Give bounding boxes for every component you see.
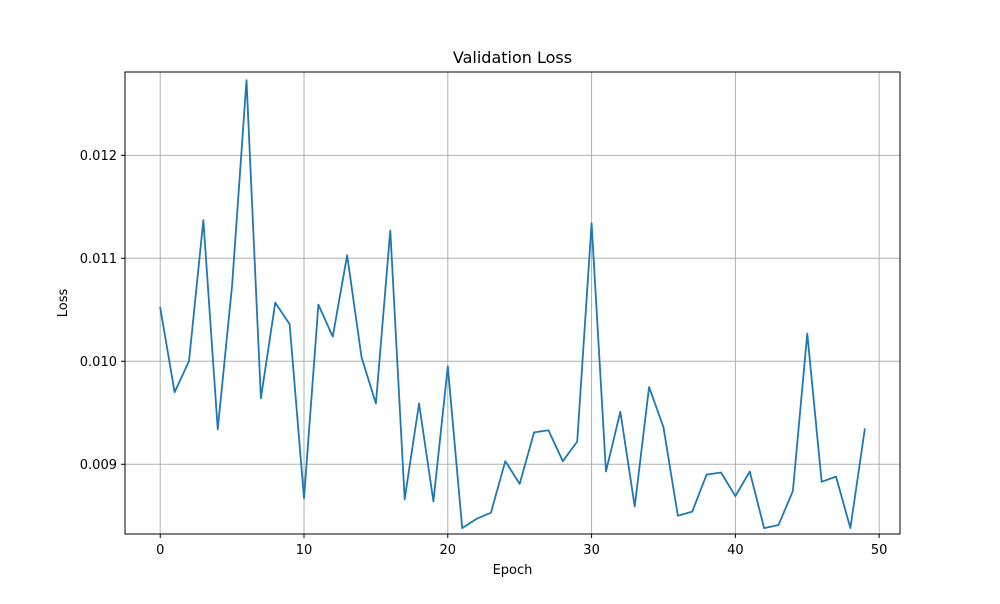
gridlines — [125, 72, 900, 534]
y-tick-label: 0.012 — [80, 149, 117, 164]
loss-series-line — [159, 79, 866, 530]
y-tick-label: 0.009 — [80, 458, 117, 473]
plot-area-frame — [124, 71, 901, 535]
chart-title: Validation Loss — [453, 48, 572, 67]
y-tick-label: 0.011 — [80, 252, 117, 267]
y-axis-title: Loss — [56, 289, 71, 318]
x-axis-title: Epoch — [493, 563, 533, 578]
x-tick-label: 40 — [727, 543, 744, 558]
x-tick-label: 30 — [583, 543, 600, 558]
series-layer — [159, 79, 866, 530]
x-tick-label: 50 — [871, 543, 888, 558]
tick-labels: 0 10 20 30 40 50 0.009 0.010 0.011 0.012 — [80, 149, 888, 558]
tick-marks — [121, 154, 880, 538]
x-tick-label: 0 — [156, 543, 164, 558]
y-tick-label: 0.010 — [80, 355, 117, 370]
x-tick-label: 10 — [296, 543, 313, 558]
x-tick-label: 20 — [440, 543, 457, 558]
